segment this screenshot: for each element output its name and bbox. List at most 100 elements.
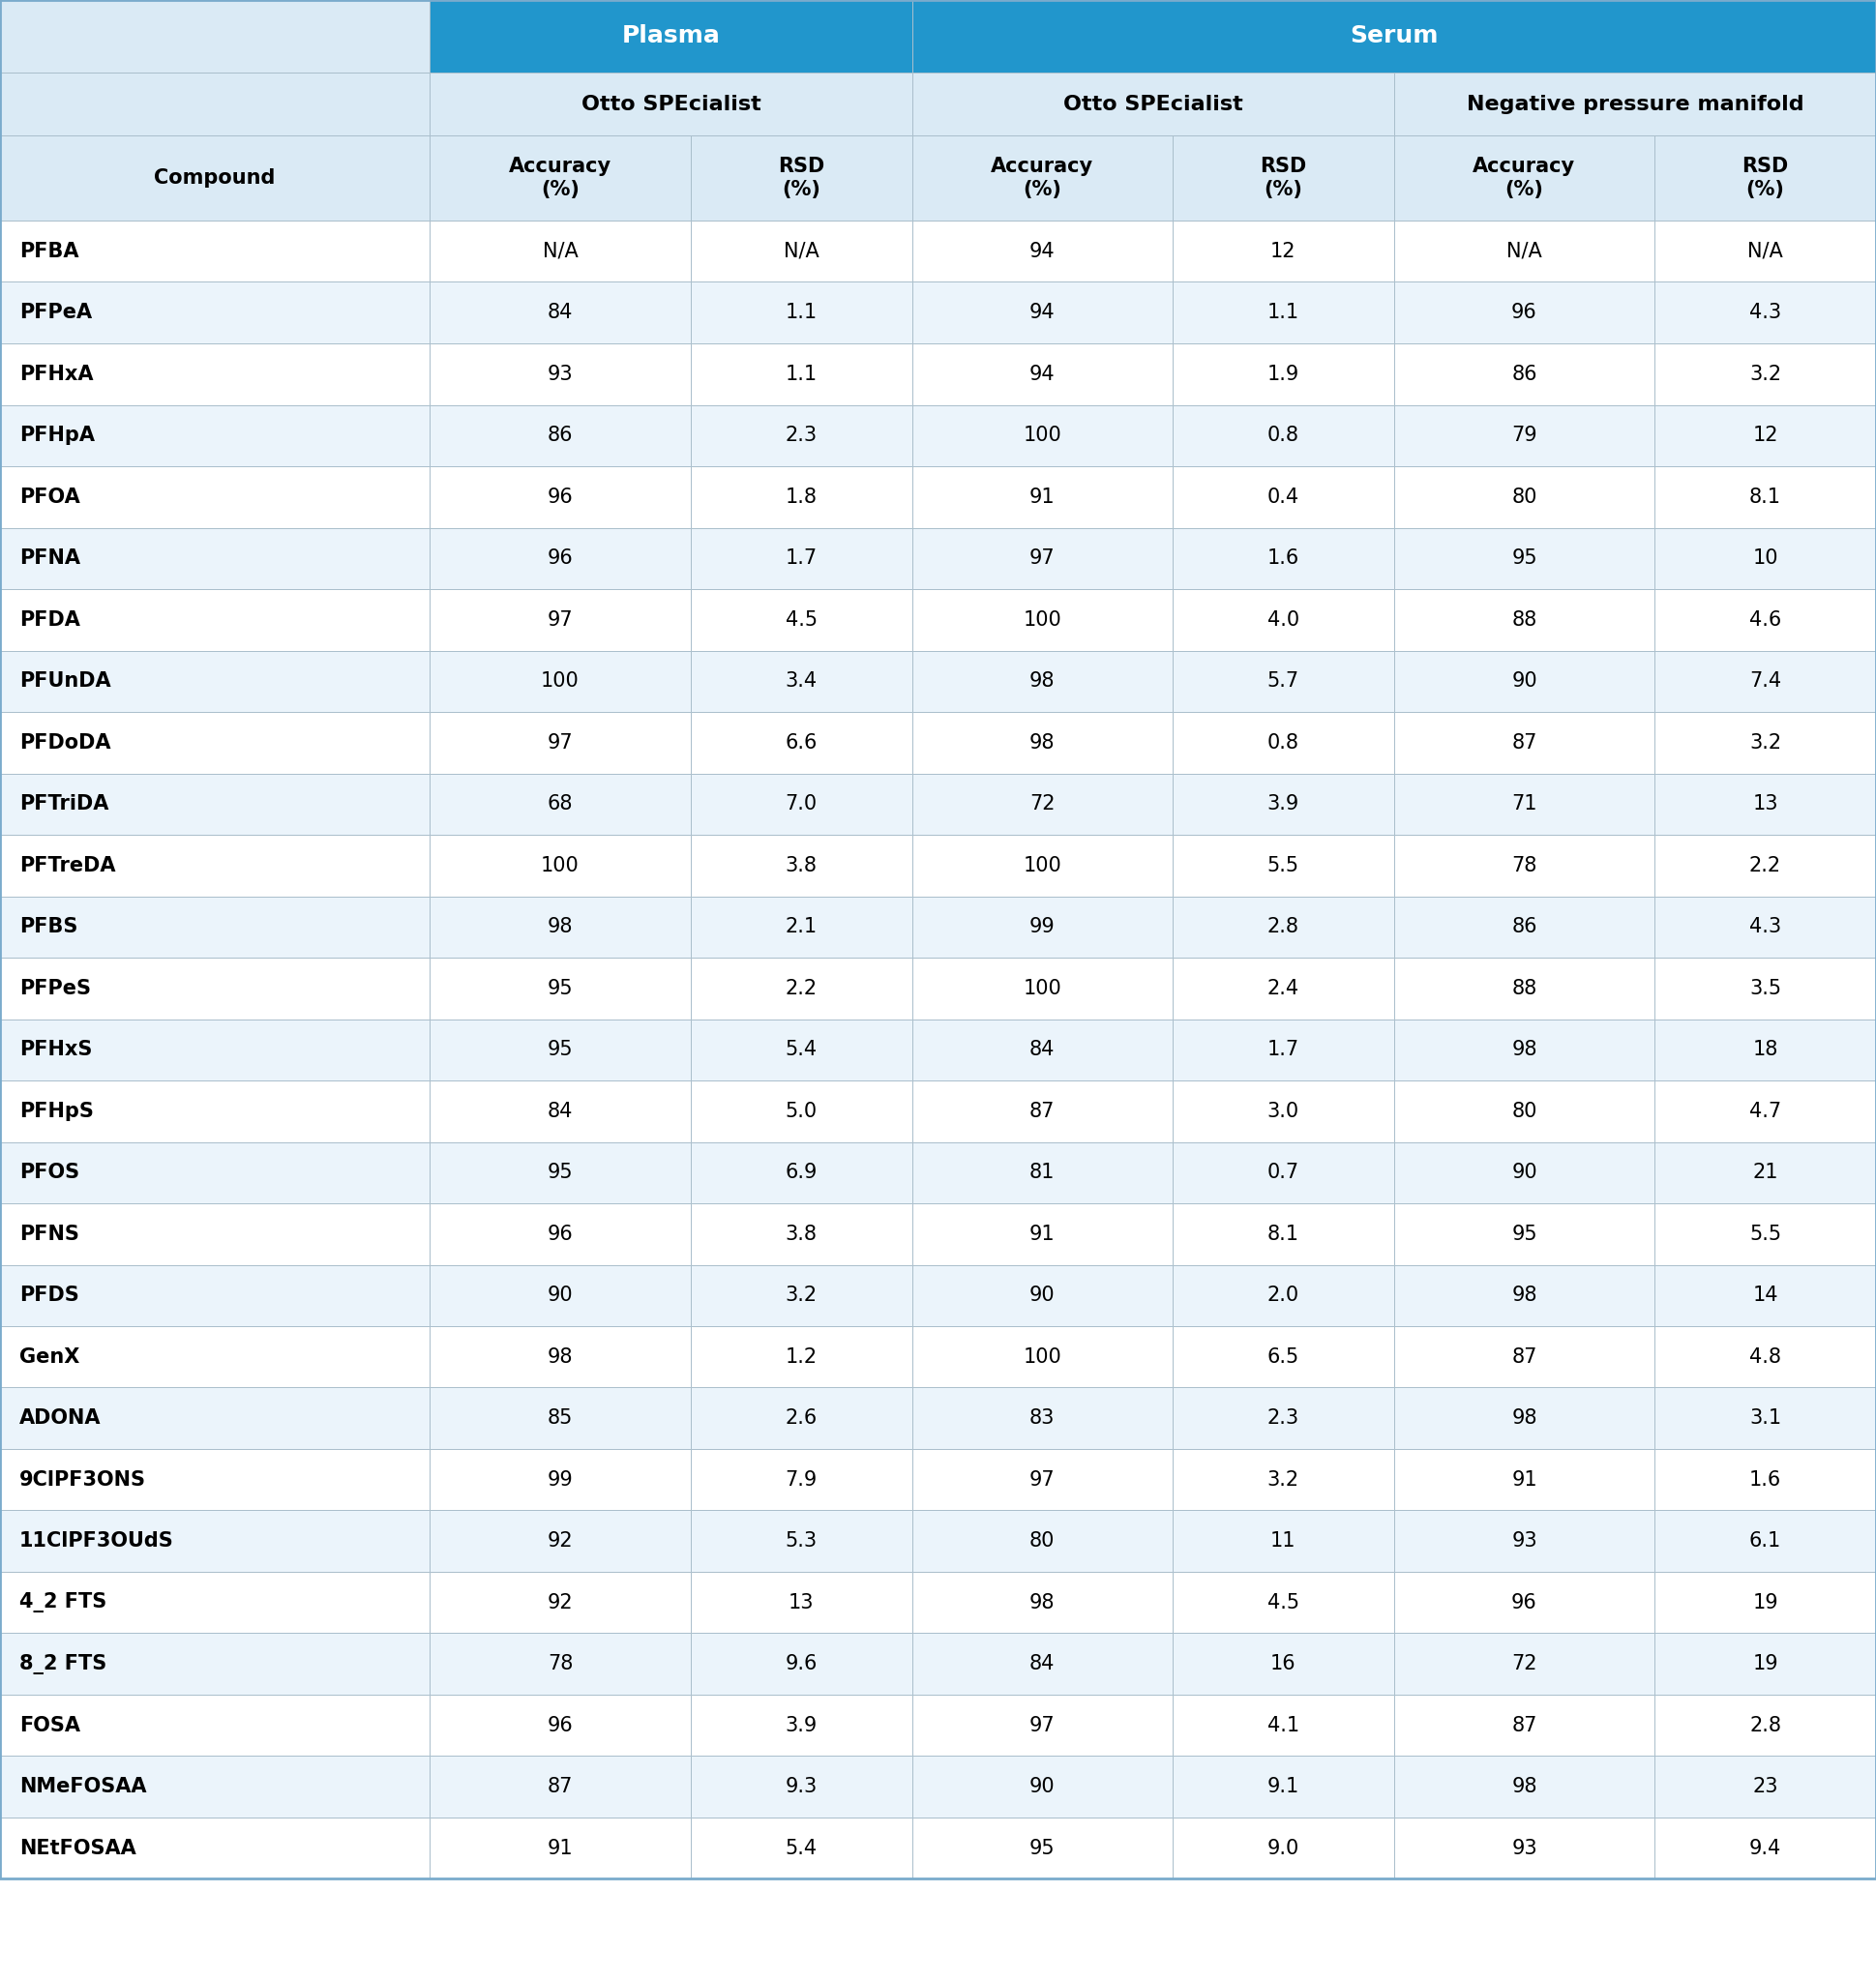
Text: 3.0: 3.0: [1266, 1101, 1300, 1121]
Bar: [690, 1202, 912, 1264]
Bar: [430, 834, 690, 895]
Bar: [1394, 1571, 1655, 1632]
Bar: [0, 1817, 430, 1878]
Bar: [1172, 466, 1394, 527]
Text: 95: 95: [1512, 549, 1536, 569]
Text: 4_2 FTS: 4_2 FTS: [19, 1593, 107, 1613]
Text: 12: 12: [1270, 242, 1296, 261]
Text: 92: 92: [548, 1531, 572, 1551]
Text: 81: 81: [1030, 1163, 1054, 1183]
Bar: [430, 1387, 690, 1448]
Bar: [912, 1018, 1172, 1080]
Bar: [0, 650, 430, 711]
Text: 2.2: 2.2: [1748, 856, 1782, 876]
Text: 93: 93: [1512, 1531, 1536, 1551]
Bar: [912, 1755, 1172, 1817]
Text: 68: 68: [548, 794, 572, 814]
Bar: [1172, 895, 1394, 957]
Text: Plasma: Plasma: [621, 24, 720, 48]
Text: PFNA: PFNA: [19, 549, 81, 569]
Text: 2.4: 2.4: [1266, 979, 1300, 998]
Text: 90: 90: [1030, 1777, 1054, 1797]
Bar: [430, 220, 690, 281]
Bar: [1655, 650, 1876, 711]
Bar: [1394, 220, 1655, 281]
Bar: [1394, 834, 1655, 895]
Bar: [430, 404, 690, 466]
Text: 2.2: 2.2: [786, 979, 818, 998]
Text: 98: 98: [1030, 1593, 1054, 1613]
Bar: [1655, 1510, 1876, 1571]
Text: 2.1: 2.1: [786, 917, 818, 937]
Bar: [430, 343, 690, 404]
Text: PFTreDA: PFTreDA: [19, 856, 116, 876]
Text: 4.0: 4.0: [1266, 610, 1300, 630]
Bar: [1172, 834, 1394, 895]
Bar: [690, 466, 912, 527]
Text: 100: 100: [1022, 610, 1062, 630]
Bar: [690, 1325, 912, 1387]
Bar: [690, 1510, 912, 1571]
Bar: [1172, 1510, 1394, 1571]
Bar: [1655, 1202, 1876, 1264]
Text: 2.6: 2.6: [786, 1408, 818, 1428]
Bar: [690, 895, 912, 957]
Text: 0.4: 0.4: [1266, 487, 1300, 507]
Bar: [1172, 1387, 1394, 1448]
Text: 1.7: 1.7: [786, 549, 818, 569]
Text: 4.5: 4.5: [1266, 1593, 1300, 1613]
Bar: [912, 1510, 1172, 1571]
Bar: [1172, 1694, 1394, 1755]
Text: 9.6: 9.6: [784, 1654, 818, 1674]
Text: PFTriDA: PFTriDA: [19, 794, 109, 814]
Bar: [1172, 1448, 1394, 1510]
Bar: [1172, 1264, 1394, 1325]
Text: PFHpS: PFHpS: [19, 1101, 94, 1121]
Bar: [0, 0, 430, 73]
Text: Otto SPEcialist: Otto SPEcialist: [582, 95, 762, 113]
Text: 84: 84: [1030, 1654, 1054, 1674]
Text: Accuracy
(%): Accuracy (%): [991, 156, 1094, 198]
Bar: [1172, 1018, 1394, 1080]
Bar: [1172, 1080, 1394, 1141]
Text: 98: 98: [1512, 1777, 1536, 1797]
Text: 8.1: 8.1: [1748, 487, 1780, 507]
Bar: [1394, 1510, 1655, 1571]
Text: 4.8: 4.8: [1748, 1347, 1780, 1367]
Text: 80: 80: [1512, 1101, 1536, 1121]
Text: Serum: Serum: [1349, 24, 1439, 48]
Bar: [1394, 588, 1655, 650]
Bar: [690, 220, 912, 281]
Text: 4.5: 4.5: [786, 610, 818, 630]
Bar: [912, 650, 1172, 711]
Text: 98: 98: [1030, 733, 1054, 753]
Text: 83: 83: [1030, 1408, 1054, 1428]
Bar: [912, 957, 1172, 1018]
Text: PFNS: PFNS: [19, 1224, 79, 1244]
Bar: [690, 834, 912, 895]
Bar: [1172, 650, 1394, 711]
Bar: [1655, 773, 1876, 834]
Bar: [0, 466, 430, 527]
Bar: [1172, 1755, 1394, 1817]
Text: 96: 96: [1512, 303, 1536, 323]
Bar: [430, 773, 690, 834]
Text: 2.3: 2.3: [786, 426, 818, 446]
Bar: [690, 135, 912, 220]
Bar: [1394, 135, 1655, 220]
Bar: [0, 135, 430, 220]
Text: 90: 90: [1512, 672, 1536, 691]
Text: 5.4: 5.4: [786, 1040, 818, 1060]
Text: 11ClPF3OUdS: 11ClPF3OUdS: [19, 1531, 174, 1551]
Bar: [0, 404, 430, 466]
Text: PFPeA: PFPeA: [19, 303, 92, 323]
Bar: [430, 73, 912, 135]
Text: 91: 91: [548, 1838, 572, 1858]
Text: 79: 79: [1512, 426, 1536, 446]
Bar: [1394, 711, 1655, 773]
Text: 6.6: 6.6: [784, 733, 818, 753]
Bar: [690, 1448, 912, 1510]
Text: 95: 95: [548, 979, 572, 998]
Bar: [1655, 834, 1876, 895]
Text: PFDoDA: PFDoDA: [19, 733, 111, 753]
